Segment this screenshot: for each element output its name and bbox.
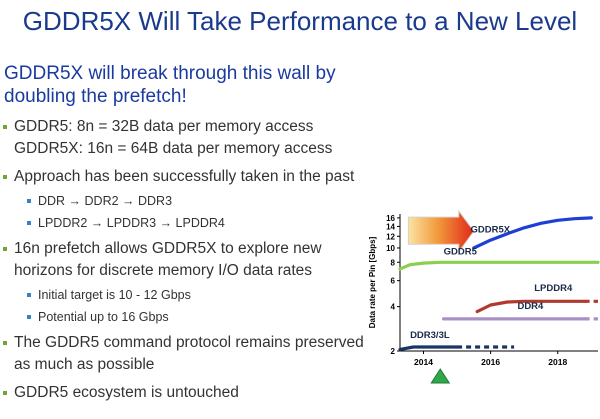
y-tick-label: 14 bbox=[386, 222, 395, 231]
bullet-text: GDDR5 ecosystem is untouched bbox=[14, 384, 239, 401]
bullet-item: 16n prefetch allows GDDR5X to explore ne… bbox=[0, 238, 380, 282]
sub-bullet-item: LPDDR2 → LPDDR3 → LPDDR4 bbox=[0, 214, 380, 232]
bullet-text: Initial target is 10 - 12 Gbps bbox=[38, 288, 191, 302]
bullet-marker bbox=[3, 175, 7, 179]
bullet-text: 16n prefetch allows GDDR5X to explore ne… bbox=[14, 240, 322, 279]
bullet-marker bbox=[3, 125, 7, 129]
bullet-text: LPDDR2 → LPDDR3 → LPDDR4 bbox=[38, 216, 225, 230]
y-tick-label: 4 bbox=[391, 303, 396, 312]
y-tick-label: 16 bbox=[386, 214, 395, 223]
sub-bullet-item: Initial target is 10 - 12 Gbps bbox=[0, 286, 380, 304]
bullet-marker bbox=[3, 391, 7, 395]
series-label: DDR3/3L bbox=[410, 330, 450, 341]
series-line-gddr5x bbox=[472, 216, 593, 250]
series-line-ddr3-3l bbox=[398, 345, 459, 351]
bullet-marker bbox=[3, 247, 7, 251]
slide-title: GDDR5X Will Take Performance to a New Le… bbox=[22, 6, 578, 36]
x-tick-label: 2018 bbox=[548, 357, 567, 367]
bullet-text: GDDR5: 8n = 32B data per memory access bbox=[14, 118, 314, 135]
series-line-gddr5 bbox=[398, 260, 600, 271]
series-label: GDDR5 bbox=[444, 247, 478, 258]
bullet-text: Potential up to 16 Gbps bbox=[38, 310, 169, 324]
y-tick-label: 10 bbox=[386, 244, 395, 253]
bullet-marker bbox=[27, 221, 31, 225]
bullet-marker bbox=[3, 341, 7, 345]
bullet-text: DDR → DDR2 → DDR3 bbox=[38, 194, 173, 208]
y-axis-label: Data rate per Pin [Gbps] bbox=[368, 236, 377, 328]
bullet-marker bbox=[27, 293, 31, 297]
headline: GDDR5X will break through this wall by d… bbox=[4, 63, 336, 107]
bullet-item: GDDR5: 8n = 32B data per memory access bbox=[0, 116, 380, 138]
bullet-text: The GDDR5 command protocol remains prese… bbox=[14, 334, 364, 373]
data-rate-chart: 2 4 6 8 10 12 14 16 2014 2016 2018 Data rate per Pi… bbox=[362, 204, 600, 419]
bullet-item: GDDR5 ecosystem is untouched bbox=[0, 382, 380, 404]
bullet-text: Approach has been successfully taken in … bbox=[14, 168, 355, 185]
y-tick-label: 2 bbox=[391, 347, 396, 356]
y-tick-label: 8 bbox=[391, 258, 396, 267]
sub-bullet-item: DDR → DDR2 → DDR3 bbox=[0, 192, 380, 210]
bullet-item: The GDDR5 command protocol remains prese… bbox=[0, 332, 380, 376]
series-label: DDR4 bbox=[517, 301, 544, 312]
sub-bullet-item: Potential up to 16 Gbps bbox=[0, 308, 380, 326]
x-tick-label: 2014 bbox=[414, 357, 433, 367]
y-tick-label: 12 bbox=[386, 232, 395, 241]
bullet-item: Approach has been successfully taken in … bbox=[0, 166, 380, 188]
bullet-list: GDDR5: 8n = 32B data per memory access GD… bbox=[0, 116, 380, 404]
bullet-marker bbox=[27, 315, 31, 319]
series-label: GDDR5X bbox=[470, 225, 510, 236]
series-line-lpddr4 bbox=[475, 299, 587, 314]
y-tick-label: 6 bbox=[391, 277, 396, 286]
x-tick-label: 2016 bbox=[481, 357, 500, 367]
current-year-marker bbox=[430, 368, 451, 384]
bullet-text: GDDR5X: 16n = 64B data per memory access bbox=[14, 140, 333, 157]
bullet-item: GDDR5X: 16n = 64B data per memory access bbox=[0, 138, 380, 160]
series-label: LPDDR4 bbox=[534, 283, 573, 294]
bullet-marker bbox=[27, 199, 31, 203]
growth-arrow bbox=[407, 209, 475, 254]
